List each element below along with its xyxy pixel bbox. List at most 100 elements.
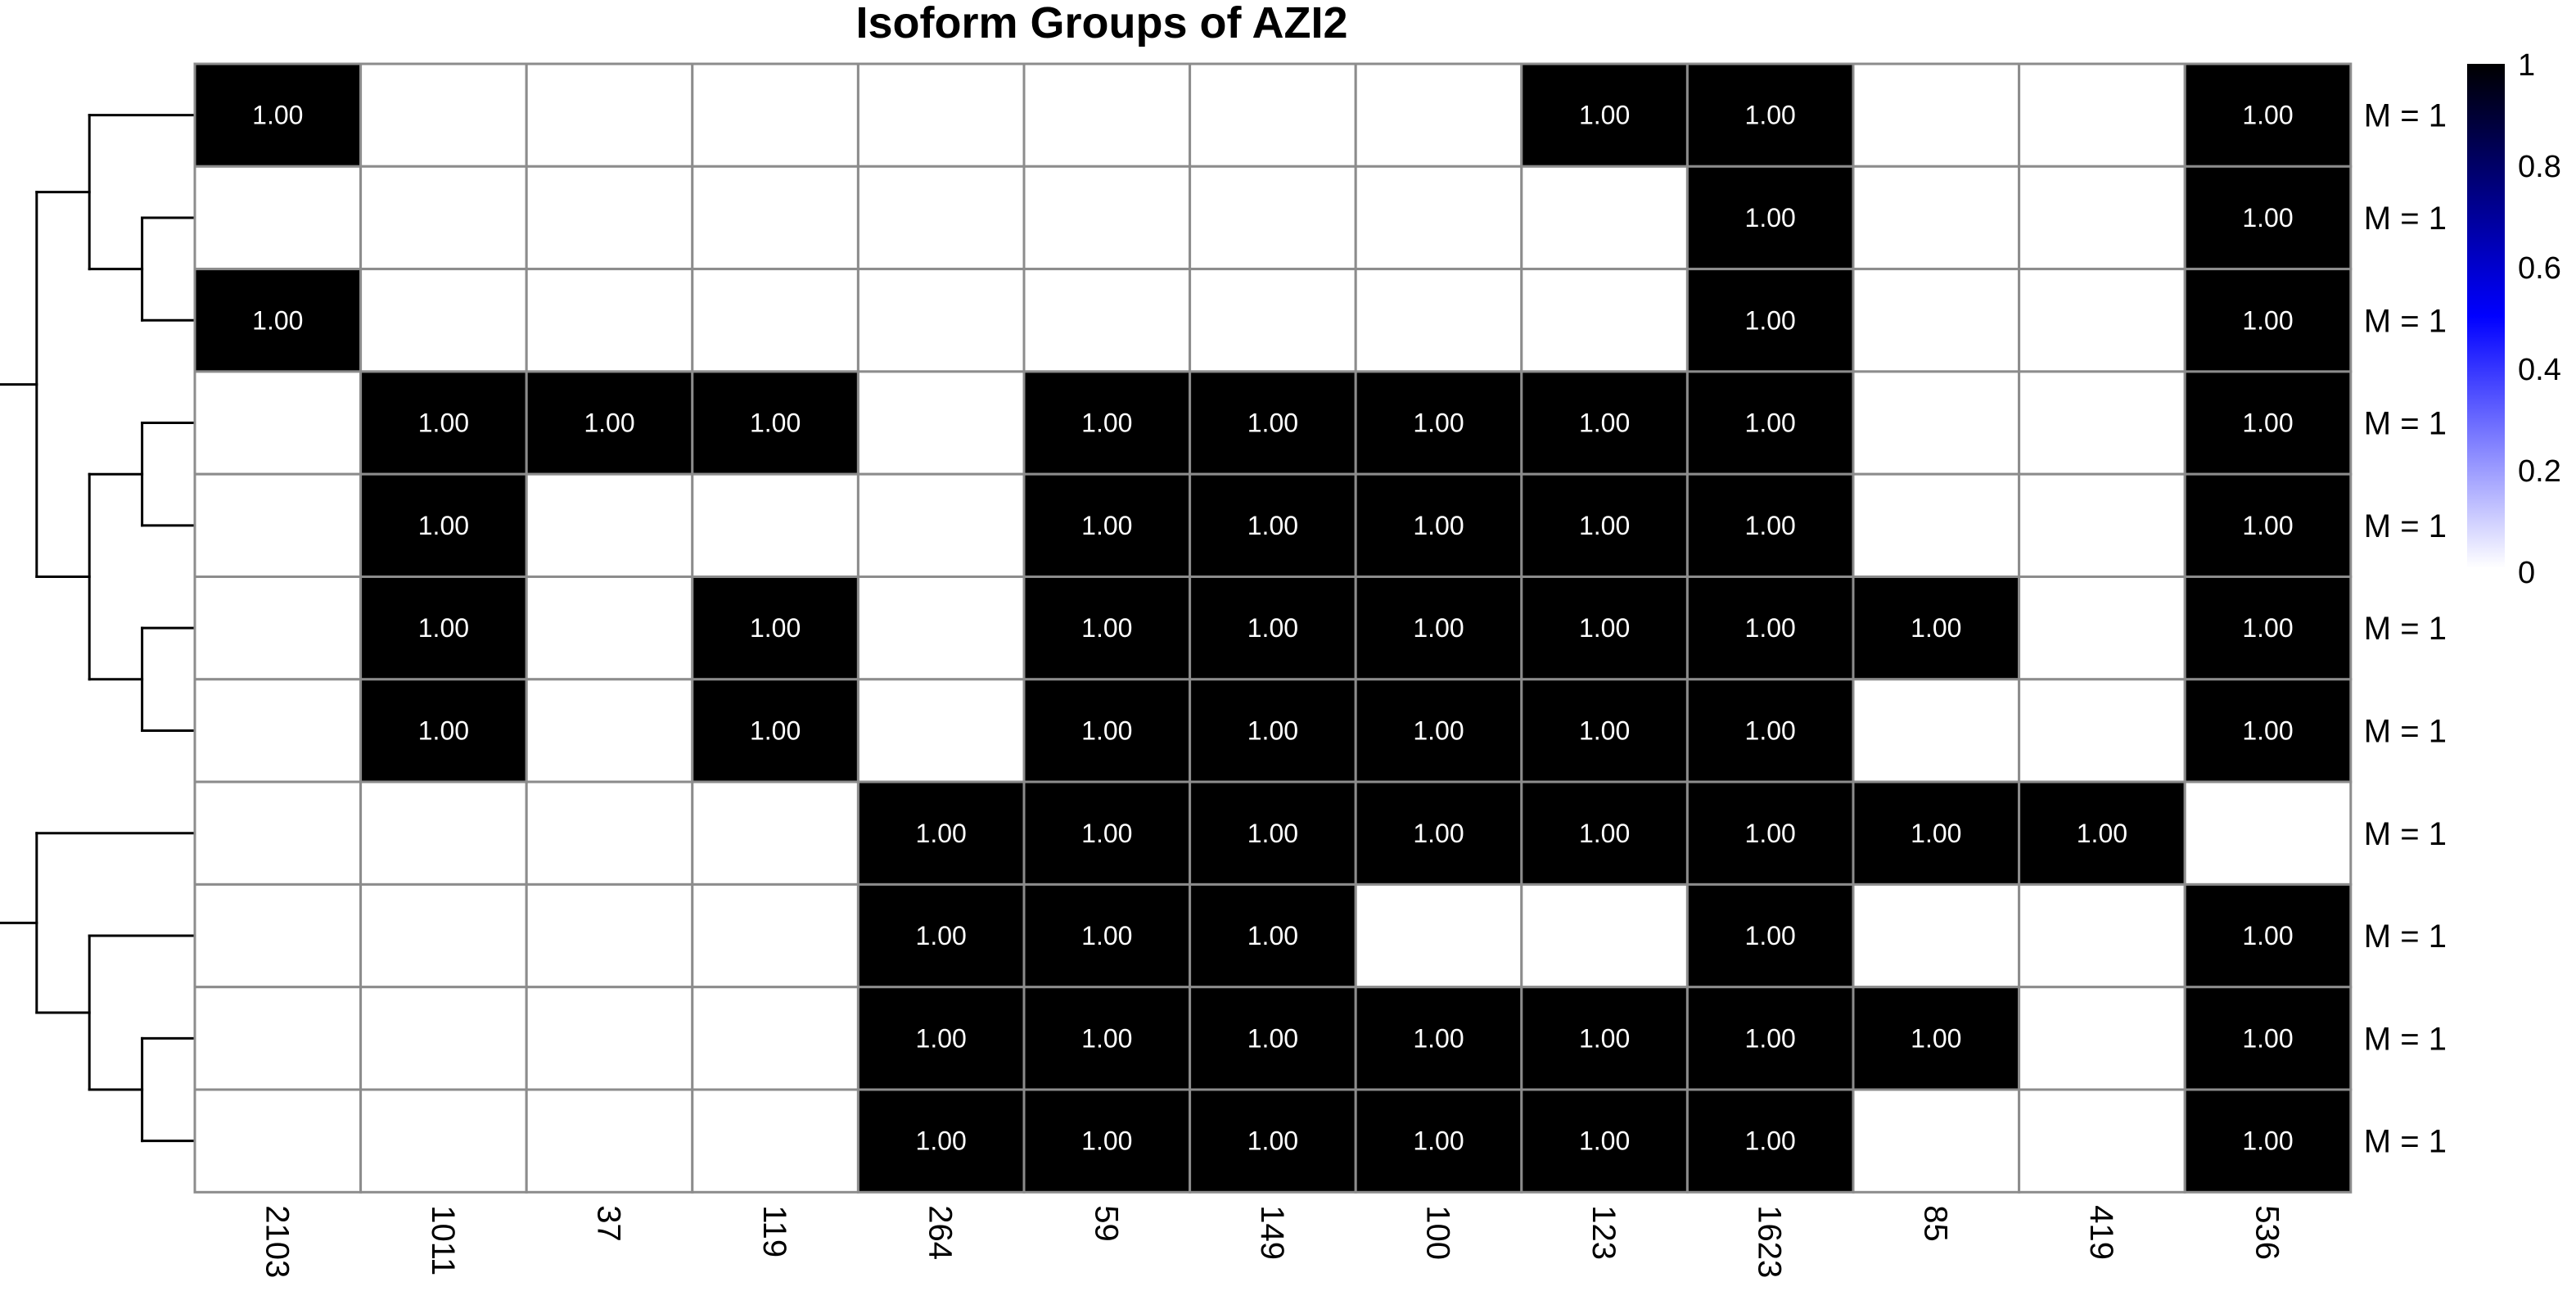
heatmap-cell xyxy=(1354,986,1523,1091)
cell-value-label: 1.00 xyxy=(1413,1126,1464,1156)
cell-value-label: 1.00 xyxy=(2242,203,2293,232)
cell-value-label: 1.00 xyxy=(1081,613,1132,643)
cell-value-label: 1.00 xyxy=(418,511,469,540)
row-label: M = 1 xyxy=(2364,611,2447,647)
cell-value-label: 1.00 xyxy=(1911,1023,1961,1053)
column-label: 1623 xyxy=(1752,1205,1788,1278)
cell-value-label: 1.00 xyxy=(1745,613,1796,643)
heatmap-cell xyxy=(1685,780,1855,886)
cell-value-label: 1.00 xyxy=(418,409,469,438)
cell-value-label: 1.00 xyxy=(1911,613,1961,643)
heatmap-cell xyxy=(1852,62,2021,168)
cell-value-label: 1.00 xyxy=(2242,613,2293,643)
row-label: M = 1 xyxy=(2364,98,2447,134)
heatmap-cell xyxy=(525,576,694,681)
heatmap-cell xyxy=(1022,780,1192,886)
row-label: M = 1 xyxy=(2364,816,2447,852)
cell-value-label: 1.00 xyxy=(1247,715,1298,745)
heatmap-cell xyxy=(2183,62,2353,168)
cell-value-label: 1.00 xyxy=(2242,511,2293,540)
heatmap-cell xyxy=(193,472,363,579)
heatmap-cell xyxy=(525,678,694,783)
heatmap-cell xyxy=(856,986,1026,1091)
cell-value-label: 1.00 xyxy=(252,305,303,335)
cell-value-label: 1.00 xyxy=(418,715,469,745)
heatmap-cell xyxy=(856,576,1026,681)
heatmap-cell xyxy=(2018,268,2186,373)
heatmap-cell xyxy=(1520,268,1689,373)
column-label: 123 xyxy=(1586,1205,1622,1260)
cell-value-label: 1.00 xyxy=(1579,409,1630,438)
heatmap-cell xyxy=(525,62,694,168)
heatmap-cell xyxy=(2183,780,2353,886)
heatmap-cell xyxy=(1022,678,1192,783)
heatmap-cell xyxy=(193,370,363,476)
heatmap-cell xyxy=(691,780,859,886)
row-dendrogram xyxy=(0,114,196,1143)
heatmap-cell xyxy=(1022,165,1192,271)
cell-value-label: 1.00 xyxy=(418,613,469,643)
heatmap-cell xyxy=(1520,370,1689,476)
column-label: 149 xyxy=(1254,1205,1290,1260)
heatmap-cell xyxy=(525,882,694,989)
heatmap-cell xyxy=(856,370,1026,476)
heatmap-cell xyxy=(525,472,694,579)
heatmap-cell xyxy=(1852,165,2021,271)
heatmap-cell xyxy=(1022,268,1192,373)
row-label: M = 1 xyxy=(2364,919,2447,955)
heatmap-cell xyxy=(1022,882,1192,989)
column-label: 264 xyxy=(923,1205,959,1260)
heatmap-cell xyxy=(2183,986,2353,1091)
heatmap-cell xyxy=(1189,882,1357,989)
heatmap-cell xyxy=(691,62,859,168)
cell-value-label: 1.00 xyxy=(1745,101,1796,130)
heatmap-cell xyxy=(1520,165,1689,271)
column-label: 37 xyxy=(591,1205,627,1242)
cell-value-label: 1.00 xyxy=(1413,511,1464,540)
heatmap-cell xyxy=(1189,165,1357,271)
row-label: M = 1 xyxy=(2364,713,2447,749)
row-labels: M = 1 M = 1 M = 1 M = 1 M = 1 M = 1 M = 1 M = 1… xyxy=(2364,98,2447,1160)
cell-value-label: 1.00 xyxy=(1081,511,1132,540)
color-legend: 1 0.8 0.6 0.4 0.2 0 xyxy=(2467,48,2561,590)
heatmap-cell xyxy=(1189,370,1357,476)
cell-value-label: 1.00 xyxy=(2242,1023,2293,1053)
heatmap-cell xyxy=(2018,165,2186,271)
cell-value-label: 1.00 xyxy=(1745,409,1796,438)
heatmap-cell xyxy=(359,882,528,989)
cell-value-label: 1.00 xyxy=(1081,921,1132,950)
heatmap-cell xyxy=(2018,882,2186,989)
cell-value-label: 1.00 xyxy=(1413,409,1464,438)
cell-value-label: 1.00 xyxy=(1579,1023,1630,1053)
heatmap-cell xyxy=(359,472,528,579)
cell-value-label: 1.00 xyxy=(252,101,303,130)
cell-value-label: 1.00 xyxy=(1745,203,1796,232)
heatmap-cell xyxy=(856,165,1026,271)
row-label: M = 1 xyxy=(2364,1124,2447,1160)
heatmap-cell xyxy=(1685,62,1855,168)
cell-value-label: 1.00 xyxy=(916,1126,967,1156)
heatmap-cell xyxy=(193,62,363,168)
heatmap-cell xyxy=(1852,370,2021,476)
heatmap-cell xyxy=(1354,165,1523,271)
chart-title: Isoform Groups of AZI2 xyxy=(855,0,1347,47)
heatmap-cell xyxy=(2183,472,2353,579)
heatmap-cell xyxy=(359,370,528,476)
heatmap-cell xyxy=(691,882,859,989)
cell-value-label: 1.00 xyxy=(1247,1023,1298,1053)
heatmap-cell xyxy=(691,1088,859,1194)
heatmap-cell xyxy=(193,882,363,989)
heatmap-cell xyxy=(2018,370,2186,476)
heatmap-cell xyxy=(525,268,694,373)
cell-value-label: 1.00 xyxy=(2242,921,2293,950)
heatmap-cell xyxy=(1189,780,1357,886)
heatmap-cell xyxy=(2018,986,2186,1091)
cell-value-label: 1.00 xyxy=(750,409,801,438)
cell-value-label: 1.00 xyxy=(1247,1126,1298,1156)
heatmap-cell xyxy=(1852,1088,2021,1194)
cell-value-label: 1.00 xyxy=(1579,511,1630,540)
heatmap-cell xyxy=(1852,678,2021,783)
heatmap-cell xyxy=(2018,780,2186,886)
heatmap-cell xyxy=(856,678,1026,783)
cell-value-label: 1.00 xyxy=(1579,1126,1630,1156)
